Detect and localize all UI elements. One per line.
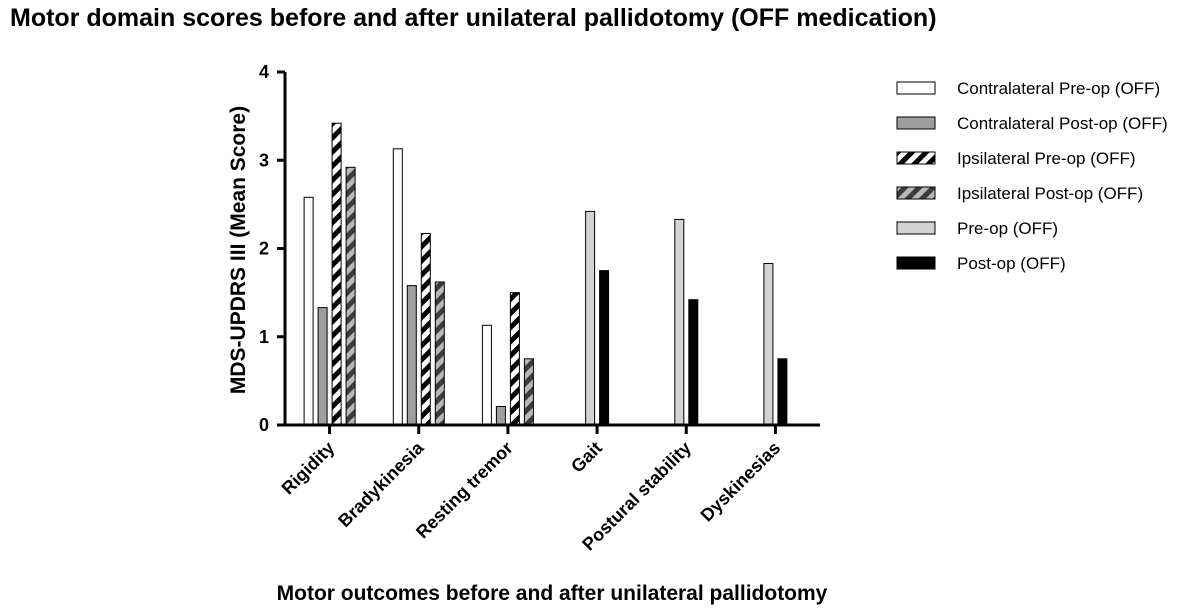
bar-gait-series-5: [600, 271, 609, 425]
y-tick-label: 3: [259, 150, 269, 170]
legend-label: Contralateral Pre-op (OFF): [957, 79, 1160, 98]
bar-dyskinesias-series-5: [778, 359, 787, 425]
chart-canvas: 0 1 2 3 4 RigidityBradykinesiaResting tremor…: [0, 0, 1200, 612]
x-axis-title: Motor outcomes before and after unilater…: [277, 582, 828, 605]
legend-label: Pre-op (OFF): [957, 219, 1058, 238]
bar-rigidity-series-0: [304, 197, 313, 425]
bar-postural-stability-series-4: [675, 219, 684, 425]
bar-bradykinesia-series-1: [407, 286, 416, 425]
bars-group: [304, 123, 787, 425]
bar-postural-stability-series-5: [689, 300, 698, 425]
x-tick-label: Rigidity: [278, 438, 339, 499]
x-tick-label: Resting tremor: [412, 438, 517, 543]
bar-gait-series-4: [586, 211, 595, 425]
bar-bradykinesia-series-0: [393, 149, 402, 425]
legend-swatch: [897, 187, 935, 199]
legend-swatch: [897, 257, 935, 269]
y-axis-title: MDS-UPDRS III (Mean Score): [227, 106, 250, 394]
bar-resting-tremor-series-2: [510, 293, 519, 425]
y-tick-label: 1: [259, 327, 269, 347]
bar-resting-tremor-series-3: [524, 359, 533, 425]
bar-rigidity-series-2: [332, 123, 341, 425]
y-tick-label: 0: [259, 415, 269, 435]
bar-resting-tremor-series-1: [496, 407, 505, 426]
legend-swatch: [897, 152, 935, 164]
x-tick-label: Gait: [567, 438, 606, 477]
bar-bradykinesia-series-2: [421, 234, 430, 426]
legend-swatch: [897, 82, 935, 94]
legend-label: Ipsilateral Post-op (OFF): [957, 184, 1143, 203]
bar-rigidity-series-3: [346, 167, 355, 425]
x-tick-label: Dyskinesias: [697, 438, 785, 526]
legend-label: Contralateral Post-op (OFF): [957, 114, 1168, 133]
legend-swatch: [897, 117, 935, 129]
legend-label: Ipsilateral Pre-op (OFF): [957, 149, 1136, 168]
y-ticks: 0 1 2 3 4: [259, 62, 285, 435]
legend-swatch: [897, 222, 935, 234]
bar-resting-tremor-series-0: [482, 325, 491, 425]
y-tick-label: 4: [259, 62, 269, 82]
legend: Contralateral Pre-op (OFF) Contralateral …: [897, 79, 1168, 273]
bar-dyskinesias-series-4: [764, 264, 773, 426]
bar-rigidity-series-1: [318, 308, 327, 425]
y-tick-label: 2: [259, 239, 269, 259]
legend-label: Post-op (OFF): [957, 254, 1066, 273]
bar-bradykinesia-series-3: [435, 282, 444, 425]
axes-group: [284, 72, 820, 425]
x-tick-label: Bradykinesia: [334, 437, 428, 531]
